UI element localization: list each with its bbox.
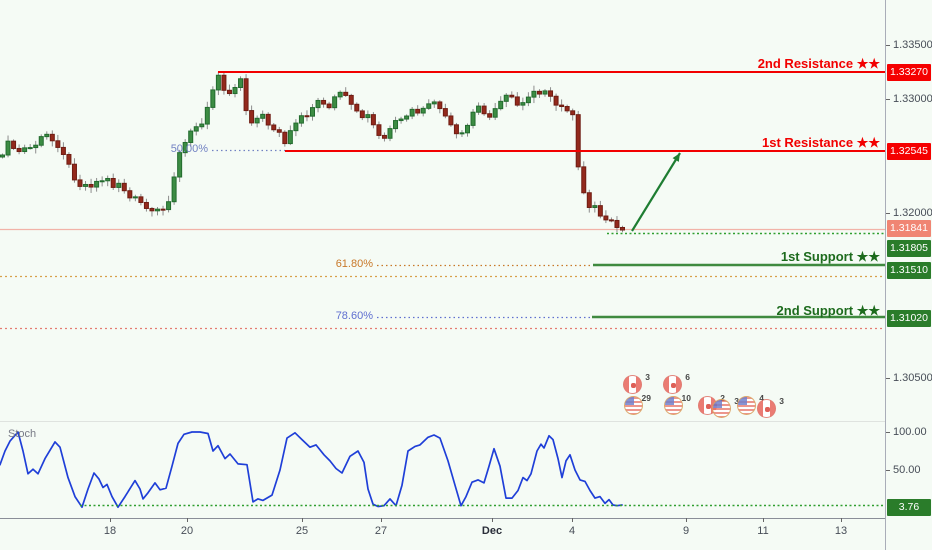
price-tick-label: 1.30500 bbox=[893, 372, 932, 384]
second-resistance-label[interactable]: 2nd Resistance ★★ bbox=[757, 56, 880, 71]
maple-leaf-icon bbox=[706, 404, 711, 409]
econ-event-canada-icon[interactable]: 3 bbox=[757, 396, 784, 418]
time-tick-label: 13 bbox=[834, 525, 848, 537]
price-tick-label: 1.33000 bbox=[893, 93, 932, 105]
fib-50-label[interactable]: 50.00% bbox=[170, 143, 208, 155]
us-canton-icon bbox=[625, 397, 634, 405]
econ-event-us-icon[interactable]: 4 bbox=[737, 393, 764, 415]
econ-event-canada-icon[interactable]: 6 bbox=[663, 372, 690, 394]
time-tick-label: 20 bbox=[180, 525, 194, 537]
time-tick-label: 4 bbox=[568, 525, 576, 537]
price-badge-1.33270: 1.33270 bbox=[887, 63, 931, 81]
stoch-tick-label: 50.00 bbox=[893, 464, 921, 476]
price-tick-label: 1.32000 bbox=[893, 207, 932, 219]
price-tick-label: 1.33500 bbox=[893, 39, 932, 51]
maple-leaf-icon bbox=[671, 383, 676, 388]
econ-event-us-icon[interactable]: 3 bbox=[712, 396, 739, 418]
us-canton-icon bbox=[738, 397, 747, 405]
stoch-pane-label: Stoch bbox=[8, 428, 37, 440]
second-support-label[interactable]: 2nd Support ★★ bbox=[776, 303, 880, 318]
stoch-tick-label: 100.00 bbox=[893, 426, 927, 438]
fib-786-label[interactable]: 78.60% bbox=[335, 310, 373, 322]
maple-leaf-icon bbox=[765, 407, 770, 412]
time-tick-label: 27 bbox=[374, 525, 388, 537]
us-canton-icon bbox=[665, 397, 674, 405]
econ-event-us-icon[interactable]: 10 bbox=[664, 393, 691, 415]
fib-618-label[interactable]: 61.80% bbox=[335, 258, 373, 270]
price-badge-1.31841: 1.31841 bbox=[887, 219, 931, 237]
maple-leaf-icon bbox=[631, 383, 636, 388]
price-badge-1.31805: 1.31805 bbox=[887, 239, 931, 257]
econ-event-count: 10 bbox=[681, 393, 691, 403]
price-badge-3.76: 3.76 bbox=[887, 498, 931, 516]
us-canton-icon bbox=[713, 400, 722, 408]
price-badge-1.31510: 1.31510 bbox=[887, 261, 931, 279]
econ-event-count: 3 bbox=[645, 372, 650, 382]
econ-event-canada-icon[interactable]: 3 bbox=[623, 372, 650, 394]
time-tick-label: 18 bbox=[103, 525, 117, 537]
time-tick-label: 25 bbox=[295, 525, 309, 537]
time-tick-label: Dec bbox=[481, 525, 503, 537]
first-resistance-label[interactable]: 1st Resistance ★★ bbox=[762, 135, 880, 150]
time-tick-label: 11 bbox=[757, 525, 769, 537]
econ-event-count: 4 bbox=[759, 393, 764, 403]
price-badge-1.32545: 1.32545 bbox=[887, 142, 931, 160]
price-badge-1.31020: 1.31020 bbox=[887, 309, 931, 327]
econ-event-count: 2 bbox=[720, 393, 725, 403]
first-support-label[interactable]: 1st Support ★★ bbox=[780, 249, 880, 264]
econ-event-count: 29 bbox=[641, 393, 651, 403]
econ-event-count: 6 bbox=[685, 372, 690, 382]
econ-event-count: 3 bbox=[779, 396, 784, 406]
econ-event-us-icon[interactable]: 29 bbox=[624, 393, 651, 415]
econ-event-count: 3 bbox=[734, 396, 739, 406]
time-tick-label: 9 bbox=[682, 525, 690, 537]
